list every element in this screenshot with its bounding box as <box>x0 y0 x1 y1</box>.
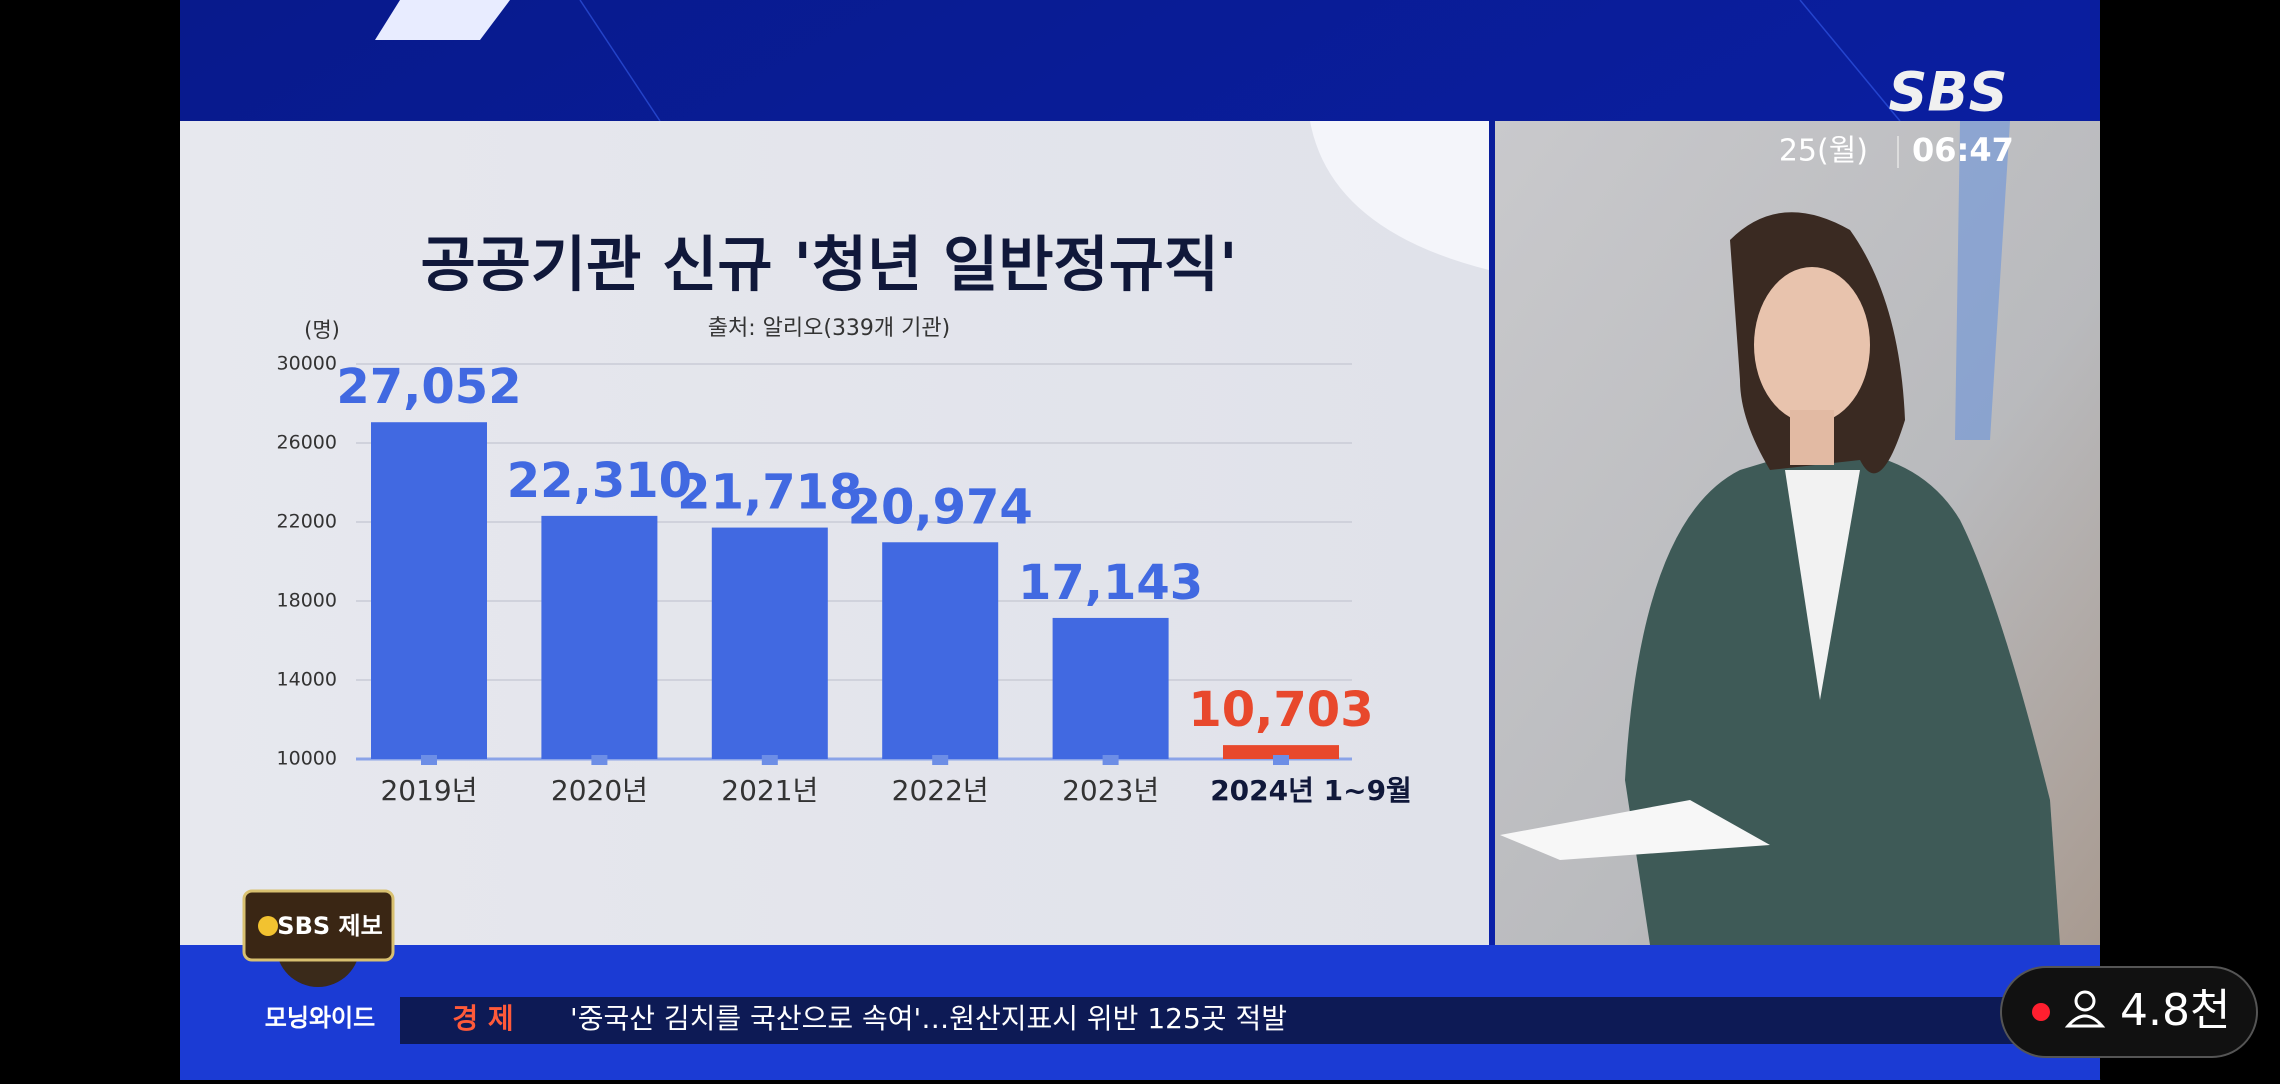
tick-marker <box>1102 755 1119 765</box>
x-tick-label: 2022년 <box>892 774 989 807</box>
date: 25(월) <box>1779 134 1868 169</box>
bar <box>1052 617 1169 759</box>
tick-marker <box>591 755 608 765</box>
report-badge[interactable]: SBS 제보 <box>242 889 395 987</box>
value-label: 21,718 <box>677 465 862 521</box>
value-label: 22,310 <box>507 453 692 509</box>
value-label: 20,974 <box>848 479 1033 535</box>
x-tick-label: 2019년 <box>380 774 477 807</box>
plot: 10000 14000 18000 22000 26000 30000 27,052 2019… <box>277 353 1412 808</box>
viewer-count: 4.8천 <box>2120 985 2230 1036</box>
y-tick-label: 14000 <box>277 669 337 691</box>
viewer-count-pill[interactable]: 4.8천 <box>2000 966 2258 1058</box>
y-tick-label: 10000 <box>277 748 337 770</box>
headline: '중국산 김치를 국산으로 속여'…원산지표시 위반 125곳 적발 <box>570 1002 1287 1035</box>
news-section: 경 제 <box>452 1002 513 1035</box>
y-tick-label: 18000 <box>277 590 337 612</box>
tick-marker <box>761 755 778 765</box>
tick-marker <box>1273 755 1289 765</box>
value-label: 10,703 <box>1188 682 1373 738</box>
chart-subtitle: 출처: 알리오(339개 기관) <box>708 316 950 341</box>
decor-shape <box>375 0 510 40</box>
value-label: 17,143 <box>1018 555 1203 611</box>
anchor-figure <box>1500 212 2060 945</box>
x-tick-label: 2024년 1~9월 <box>1210 774 1412 807</box>
y-axis-label: (명) <box>304 318 340 342</box>
bar <box>371 422 487 759</box>
value-label: 27,052 <box>336 359 521 415</box>
bar <box>541 515 658 759</box>
y-tick-label: 22000 <box>277 511 337 533</box>
y-tick-label: 30000 <box>277 353 337 375</box>
x-tick-label: 2021년 <box>721 774 818 807</box>
tick-marker <box>932 755 949 765</box>
time: 06:47 <box>1912 131 2014 169</box>
studio-decor <box>1955 121 2010 440</box>
ticker-strip <box>400 997 2100 1044</box>
y-tick-label: 26000 <box>277 432 337 454</box>
program-name: 모닝와이드 <box>265 1004 375 1032</box>
bar <box>1223 745 1339 759</box>
tick-marker <box>421 755 437 765</box>
channel-logo: SBS <box>1889 61 2008 124</box>
x-tick-label: 2020년 <box>551 774 648 807</box>
report-badge-label: SBS 제보 <box>277 912 382 940</box>
x-tick-label: 2023년 <box>1062 774 1159 807</box>
panel-decor <box>1310 121 1489 270</box>
bar <box>882 542 999 759</box>
bar <box>711 527 828 759</box>
chart-title: 공공기관 신규 '청년 일반정규직' <box>420 231 1237 301</box>
